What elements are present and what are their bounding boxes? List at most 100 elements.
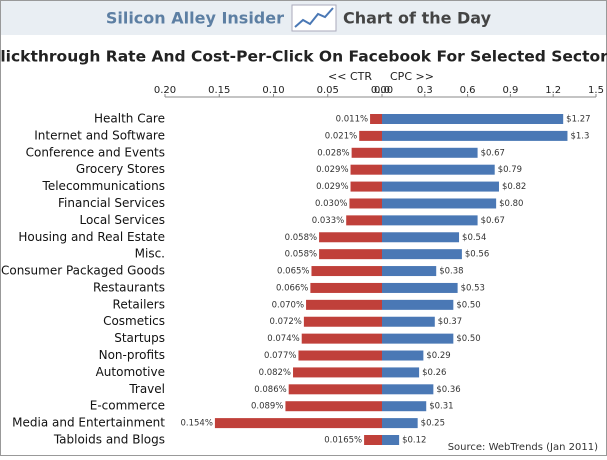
cpc-bar <box>382 384 434 395</box>
cpc-bar <box>382 181 499 192</box>
cpc-value-label: $0.29 <box>426 351 450 361</box>
ctr-bar <box>311 266 382 277</box>
cpc-value-label: $0.80 <box>499 199 523 209</box>
ctr-value-label: 0.086% <box>254 385 286 395</box>
x-tick-label: 0.3 <box>417 85 433 96</box>
cpc-value-label: $1.3 <box>570 131 589 141</box>
ctr-bar <box>359 130 382 141</box>
ctr-value-label: 0.154% <box>180 419 212 429</box>
cpc-bar <box>382 401 427 412</box>
x-tick-label: 0.9 <box>502 85 518 96</box>
cpc-bar <box>382 215 478 226</box>
cpc-axis-label: CPC >> <box>390 70 434 83</box>
ctr-bar <box>350 181 382 192</box>
ctr-value-label: 0.0165% <box>324 436 362 446</box>
cpc-value-label: $0.38 <box>439 267 463 277</box>
ctr-value-label: 0.066% <box>276 283 308 293</box>
cpc-bar <box>382 232 460 243</box>
category-label: Non-profits <box>99 348 165 362</box>
logo <box>291 4 337 32</box>
category-label: Financial Services <box>58 196 165 210</box>
ctr-bar <box>351 147 382 158</box>
cpc-value-label: $0.67 <box>481 216 505 226</box>
ctr-bar <box>293 367 382 378</box>
ctr-bar <box>346 215 382 226</box>
cpc-bar <box>382 114 564 124</box>
cpc-value-label: $0.12 <box>402 436 426 446</box>
cpc-bar <box>382 316 435 327</box>
cpc-bar <box>382 418 418 429</box>
ctr-bar <box>370 114 382 124</box>
cpc-value-label: $0.36 <box>436 385 460 395</box>
ctr-value-label: 0.089% <box>251 402 283 412</box>
ctr-bar <box>298 350 382 361</box>
ctr-value-label: 0.074% <box>267 334 299 344</box>
ctr-value-label: 0.058% <box>285 233 317 243</box>
cpc-bar <box>382 198 497 209</box>
ctr-bar <box>319 249 382 260</box>
ctr-bar <box>303 316 382 327</box>
category-label: Consumer Packaged Goods <box>1 264 165 278</box>
x-tick-label: 0.20 <box>154 85 176 96</box>
cpc-bar <box>382 299 454 310</box>
ctr-value-label: 0.029% <box>316 182 348 192</box>
x-tick-label: 0.6 <box>460 85 476 96</box>
category-label: Startups <box>114 331 165 345</box>
cpc-value-label: $0.53 <box>461 283 485 293</box>
x-tick-label: 0.0 <box>374 85 390 96</box>
site-name: Silicon Alley Insider <box>106 9 284 28</box>
cpc-bar <box>382 164 495 175</box>
x-tick-label: 0.10 <box>262 85 284 96</box>
ctr-value-label: 0.065% <box>277 267 309 277</box>
cpc-value-label: $0.67 <box>481 148 505 158</box>
category-label: Restaurants <box>93 280 165 294</box>
feature-name: Chart of the Day <box>343 9 492 28</box>
cpc-value-label: $1.27 <box>566 115 590 125</box>
cpc-value-label: $0.79 <box>498 165 522 175</box>
ctr-bar <box>285 401 382 412</box>
category-label: Housing and Real Estate <box>18 230 165 244</box>
cpc-value-label: $0.26 <box>422 368 446 378</box>
x-tick-label: 1.5 <box>588 85 604 96</box>
category-label: Internet and Software <box>34 128 165 142</box>
ctr-bar <box>364 435 382 445</box>
category-label: Health Care <box>94 112 165 126</box>
ctr-value-label: 0.028% <box>317 148 349 158</box>
ctr-value-label: 0.033% <box>312 216 344 226</box>
ctr-value-label: 0.058% <box>285 250 317 260</box>
cpc-bar <box>382 130 568 141</box>
ctr-value-label: 0.072% <box>269 317 301 327</box>
ctr-value-label: 0.082% <box>259 368 291 378</box>
ctr-bar <box>214 418 382 429</box>
ctr-value-label: 0.011% <box>336 115 368 125</box>
cpc-value-label: $0.50 <box>456 300 480 310</box>
cpc-bar <box>382 147 478 158</box>
category-label: Misc. <box>135 247 165 261</box>
category-label: Local Services <box>79 213 165 227</box>
x-tick-label: 0.00 <box>371 85 393 96</box>
category-label: Tabloids and Blogs <box>53 433 165 447</box>
x-tick-label: 0.15 <box>208 85 230 96</box>
source: Source: WebTrends (Jan 2011) <box>448 442 598 453</box>
cpc-value-label: $0.56 <box>465 250 489 260</box>
cpc-bar <box>382 435 400 445</box>
ctr-value-label: 0.030% <box>315 199 347 209</box>
category-label: Media and Entertainment <box>12 416 165 430</box>
cpc-bar <box>382 350 424 361</box>
ctr-value-label: 0.070% <box>272 300 304 310</box>
ctr-bar <box>319 232 382 243</box>
category-label: Telecommunications <box>42 179 165 193</box>
ctr-bar <box>301 333 382 344</box>
x-tick-label: 0.05 <box>317 85 339 96</box>
cpc-value-label: $0.54 <box>462 233 486 243</box>
ctr-bar <box>350 164 382 175</box>
category-label: E-commerce <box>90 399 165 413</box>
ctr-axis-label: << CTR <box>328 70 372 83</box>
category-label: Travel <box>128 382 165 396</box>
ctr-value-label: 0.077% <box>264 351 296 361</box>
category-label: Cosmetics <box>103 314 165 328</box>
category-label: Retailers <box>113 297 165 311</box>
cpc-value-label: $0.37 <box>438 317 462 327</box>
